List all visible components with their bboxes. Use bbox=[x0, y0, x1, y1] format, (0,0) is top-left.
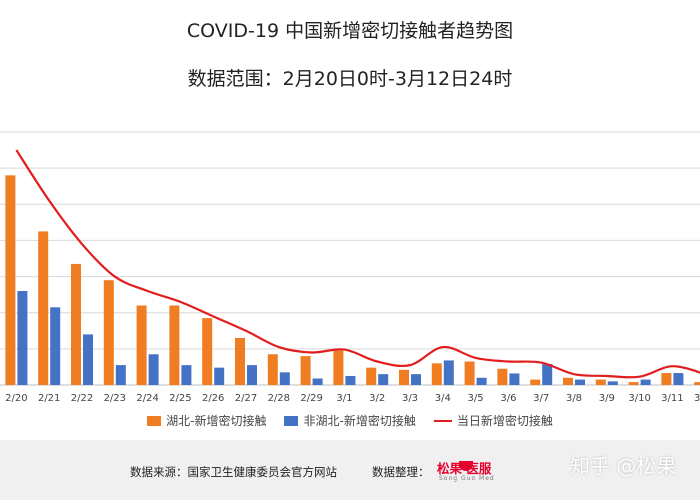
songguo-logo: 松果 医服 Song Guo Med bbox=[437, 458, 509, 486]
chart-area: 2/20 2/21 2/22 2/23 2/24 2/25 2/26 2/27 2/28 2/29… bbox=[0, 131, 700, 404]
bar-hubei-3/1 bbox=[333, 350, 344, 385]
legend-item-non-hubei: 非湖北-新增密切接触 bbox=[284, 412, 416, 429]
bar-non-hubei-2/27 bbox=[247, 365, 257, 385]
legend-item-total: 当日新增密切接触 bbox=[433, 412, 553, 429]
line-total-new-contacts bbox=[15, 149, 700, 379]
bar-non-hubei-3/4 bbox=[443, 360, 454, 385]
bar-non-hubei-3/2 bbox=[378, 374, 389, 385]
bar-non-hubei-2/22 bbox=[83, 334, 93, 385]
bar-non-hubei-2/28 bbox=[279, 372, 290, 385]
bar-non-hubei-3/8 bbox=[575, 379, 585, 385]
data-source-label: 数据来源：国家卫生健康委员会官方网站 bbox=[130, 465, 337, 479]
data-organizer-label: 数据整理： bbox=[372, 465, 430, 479]
bar-non-hubei-2/23 bbox=[115, 365, 126, 385]
legend-item-hubei: 湖北-新增密切接触 bbox=[147, 412, 266, 429]
legend-swatch-non-hubei bbox=[284, 415, 299, 426]
legend-label-hubei: 湖北-新增密切接触 bbox=[166, 414, 267, 428]
x-tick-label: 3/9 bbox=[599, 393, 615, 404]
legend-label-non-hubei: 非湖北-新增密切接触 bbox=[303, 414, 416, 428]
bar-non-hubei-2/29 bbox=[312, 378, 323, 385]
x-tick-label: 3/1 bbox=[336, 393, 352, 404]
bar-hubei-2/23 bbox=[103, 280, 114, 385]
bar-hubei-3/9 bbox=[595, 379, 606, 385]
bar-hubei-2/25 bbox=[169, 305, 180, 385]
bar-non-hubei-2/20 bbox=[17, 291, 28, 385]
chart-subtitle: 数据范围：2月20日0时-3月12日24时 bbox=[187, 68, 513, 90]
bar-non-hubei-2/21 bbox=[50, 307, 61, 385]
x-tick-label: 3/5 bbox=[468, 393, 484, 404]
x-tick-label: 2/28 bbox=[268, 393, 290, 404]
footer: 数据来源：国家卫生健康委员会官方网站 数据整理： 松果 医服 Song Guo … bbox=[0, 440, 700, 500]
x-tick-label: 3/2 bbox=[369, 393, 385, 404]
bar-hubei-3/2 bbox=[366, 367, 377, 385]
x-tick-label: 3/6 bbox=[500, 393, 516, 404]
bar-hubei-2/22 bbox=[71, 263, 81, 385]
chart-title: COVID-19 中国新增密切接触者趋势图 bbox=[186, 20, 514, 42]
bar-hubei-3/10 bbox=[628, 382, 639, 385]
x-tick-label: 3/8 bbox=[566, 393, 582, 404]
x-tick-label: 3/10 bbox=[628, 393, 650, 404]
bar-non-hubei-3/6 bbox=[509, 373, 520, 385]
bar-hubei-2/26 bbox=[202, 318, 213, 385]
x-tick-label: 3/7 bbox=[533, 393, 549, 404]
x-tick-label: 3/4 bbox=[435, 393, 451, 404]
x-tick-label: 2/24 bbox=[136, 393, 158, 404]
bar-hubei-2/27 bbox=[235, 338, 245, 385]
legend-label-total: 当日新增密切接触 bbox=[456, 414, 553, 428]
logo-subtext: Song Guo Med bbox=[439, 475, 495, 482]
pot-icon bbox=[459, 461, 473, 471]
legend-swatch-total bbox=[433, 419, 452, 422]
x-tick-label: 2/22 bbox=[71, 393, 93, 404]
bar-non-hubei-3/5 bbox=[476, 377, 487, 385]
bar-hubei-2/21 bbox=[38, 231, 49, 385]
bar-hubei-3/3 bbox=[399, 369, 409, 385]
x-tick-label: 2/20 bbox=[5, 393, 27, 404]
bar-hubei-3/6 bbox=[497, 368, 508, 385]
x-tick-label: 2/26 bbox=[202, 393, 224, 404]
bar-hubei-3/12 bbox=[694, 382, 700, 385]
bar-hubei-2/28 bbox=[267, 354, 278, 385]
bar-non-hubei-2/25 bbox=[181, 365, 192, 385]
bar-non-hubei-2/24 bbox=[148, 354, 159, 385]
x-tick-label: 3/11 bbox=[661, 393, 683, 404]
x-tick-label: 2/23 bbox=[104, 393, 126, 404]
bar-hubei-2/24 bbox=[136, 305, 147, 385]
bar-hubei-3/4 bbox=[431, 363, 442, 385]
bar-non-hubei-3/7 bbox=[542, 364, 553, 385]
legend: 湖北-新增密切接触 非湖北-新增密切接触 当日新增密切接触 bbox=[0, 412, 700, 429]
x-tick-label: 2/27 bbox=[235, 393, 257, 404]
bar-non-hubei-3/3 bbox=[411, 374, 421, 385]
bar-hubei-3/11 bbox=[661, 373, 672, 385]
bar-hubei-3/8 bbox=[563, 377, 573, 385]
bar-non-hubei-3/9 bbox=[607, 381, 618, 385]
bar-hubei-2/29 bbox=[300, 356, 311, 385]
x-tick-label: 2/25 bbox=[169, 393, 191, 404]
bar-non-hubei-3/10 bbox=[640, 379, 651, 385]
zhihu-watermark: 知乎 @松果 bbox=[570, 454, 677, 478]
bar-non-hubei-2/26 bbox=[214, 367, 225, 385]
bar-non-hubei-3/11 bbox=[673, 373, 684, 385]
x-tick-label: 3/3 bbox=[402, 393, 418, 404]
x-tick-label: 3/12 bbox=[694, 393, 700, 404]
bar-hubei-3/7 bbox=[530, 379, 541, 385]
bar-hubei-2/20 bbox=[5, 175, 16, 385]
x-tick-label: 2/29 bbox=[300, 393, 322, 404]
bar-hubei-3/5 bbox=[464, 361, 475, 385]
bar-non-hubei-3/1 bbox=[345, 375, 356, 385]
x-tick-label: 2/21 bbox=[38, 393, 60, 404]
legend-swatch-hubei bbox=[147, 415, 162, 426]
